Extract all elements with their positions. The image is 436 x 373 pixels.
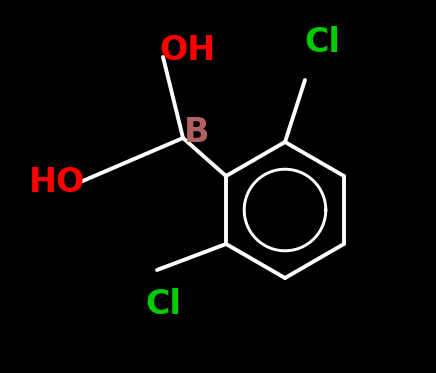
- Text: OH: OH: [159, 34, 215, 66]
- Text: B: B: [184, 116, 210, 150]
- Text: Cl: Cl: [304, 25, 340, 59]
- Text: HO: HO: [29, 166, 85, 200]
- Text: Cl: Cl: [145, 288, 181, 322]
